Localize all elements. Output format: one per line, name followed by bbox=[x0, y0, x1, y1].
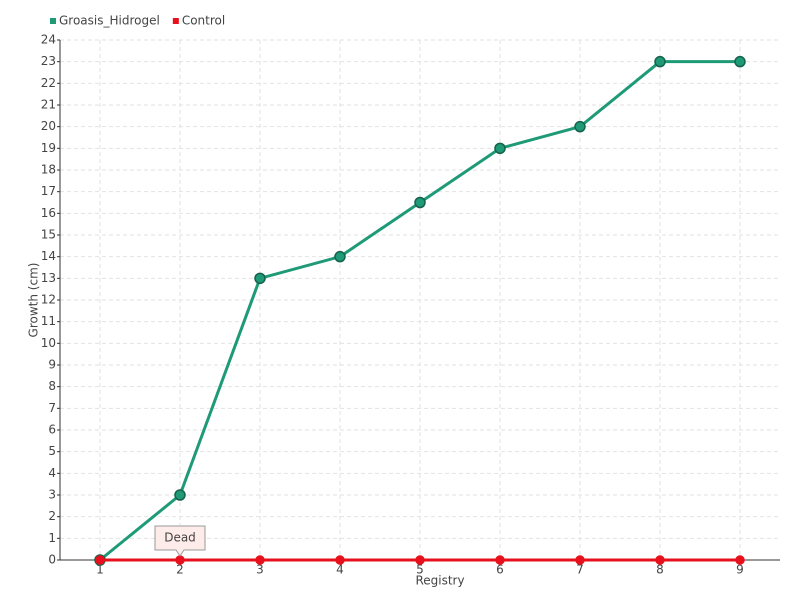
data-point bbox=[335, 555, 345, 565]
y-tick-label: 23 bbox=[41, 54, 56, 68]
legend-label: Groasis_Hidrogel bbox=[59, 14, 160, 28]
data-point bbox=[415, 555, 425, 565]
y-tick-label: 4 bbox=[48, 466, 56, 480]
data-point bbox=[174, 489, 186, 501]
y-tick-label: 10 bbox=[41, 336, 56, 350]
data-point bbox=[175, 555, 185, 565]
x-tick-label: 3 bbox=[256, 563, 264, 577]
y-tick-label: 2 bbox=[48, 509, 56, 523]
data-point bbox=[334, 250, 346, 263]
y-axis-label: Growth (cm) bbox=[27, 263, 41, 338]
series-line bbox=[99, 60, 740, 562]
data-point bbox=[655, 555, 665, 565]
x-axis-label: Registry bbox=[415, 574, 464, 588]
y-tick-label: 14 bbox=[41, 249, 56, 263]
data-point bbox=[734, 55, 746, 68]
y-tick-label: 18 bbox=[41, 163, 56, 177]
y-tick-label: 3 bbox=[48, 488, 56, 502]
x-tick-label: 4 bbox=[336, 563, 344, 577]
y-tick-label: 0 bbox=[48, 553, 56, 567]
y-tick-label: 11 bbox=[41, 314, 56, 328]
data-point bbox=[414, 196, 426, 209]
data-point bbox=[255, 555, 265, 565]
data-point bbox=[494, 142, 506, 155]
y-tick-label: 19 bbox=[41, 141, 56, 155]
data-point bbox=[575, 555, 585, 565]
y-tick-label: 24 bbox=[41, 33, 56, 47]
annotation: Dead bbox=[164, 531, 196, 545]
y-tick-label: 17 bbox=[41, 184, 56, 198]
y-tick-label: 20 bbox=[41, 119, 56, 133]
y-tick-label: 9 bbox=[48, 358, 56, 372]
y-tick-label: 5 bbox=[48, 444, 56, 458]
y-tick-label: 7 bbox=[48, 401, 56, 415]
data-point bbox=[95, 555, 105, 565]
y-tick-label: 16 bbox=[41, 206, 56, 220]
y-tick-label: 6 bbox=[48, 423, 56, 437]
x-tick-label: 5 bbox=[416, 563, 424, 577]
x-tick-label: 8 bbox=[656, 563, 664, 577]
data-point bbox=[495, 555, 505, 565]
data-point bbox=[574, 120, 586, 133]
data-point bbox=[735, 555, 745, 565]
annotation-box bbox=[154, 525, 206, 557]
y-tick-label: 1 bbox=[48, 531, 56, 545]
data-point bbox=[254, 272, 266, 285]
data-point bbox=[654, 55, 666, 68]
legend-swatch bbox=[172, 18, 179, 24]
x-tick-label: 1 bbox=[96, 563, 104, 577]
y-tick-label: 12 bbox=[41, 293, 56, 307]
x-tick-label: 9 bbox=[736, 563, 744, 577]
x-tick-label: 6 bbox=[496, 563, 504, 577]
x-tick-label: 2 bbox=[176, 563, 184, 577]
y-tick-label: 8 bbox=[48, 379, 56, 393]
x-tick-label: 7 bbox=[576, 563, 584, 577]
y-tick-label: 15 bbox=[41, 228, 56, 242]
legend-swatch bbox=[50, 18, 56, 24]
legend-label: Control bbox=[182, 14, 225, 28]
y-tick-label: 22 bbox=[41, 76, 56, 90]
y-tick-label: 13 bbox=[41, 271, 56, 285]
y-tick-label: 21 bbox=[41, 98, 56, 112]
